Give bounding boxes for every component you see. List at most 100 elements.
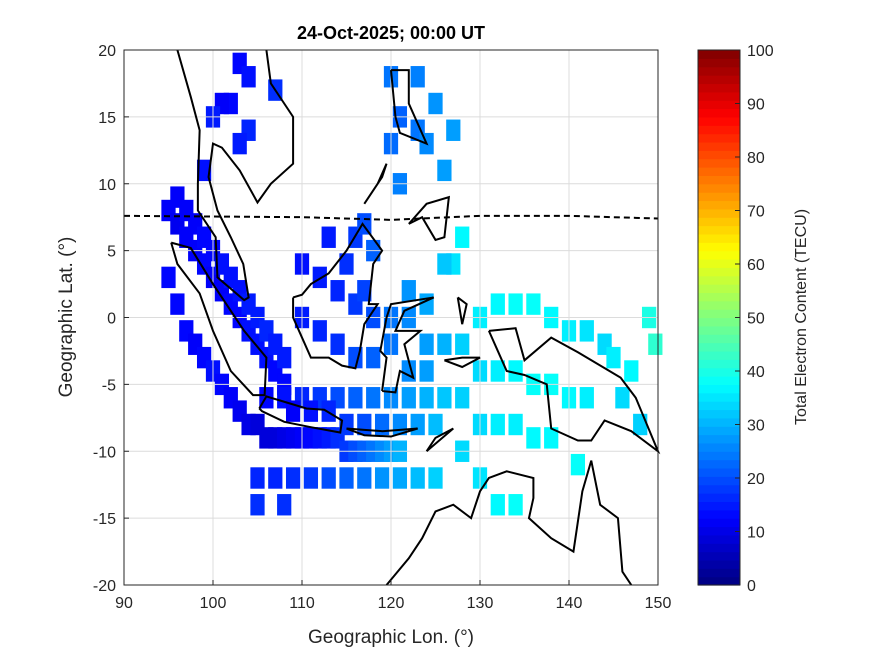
colorbar-segment [698, 225, 740, 235]
tec-patch [615, 387, 630, 409]
tec-patch [357, 467, 372, 489]
coastlines [170, 49, 661, 586]
tec-patch [419, 333, 434, 355]
x-tick-label: 110 [289, 595, 315, 612]
colorbar-segment [698, 158, 740, 168]
tec-patch [285, 467, 301, 489]
tec-patch [446, 119, 461, 141]
tec-patch [579, 387, 594, 409]
coastline [408, 195, 451, 242]
y-tick-label: -20 [93, 578, 116, 595]
tec-patch [401, 387, 416, 409]
colorbar-segment [698, 75, 740, 85]
colorbar-segment [698, 325, 740, 335]
colorbar-segment [698, 526, 740, 536]
coastline [385, 460, 633, 586]
y-ticks: 20 15 10 5 0 -5 -10 -15 -20 [93, 43, 129, 595]
colorbar-segment [698, 208, 740, 218]
colorbar-segment [698, 334, 740, 344]
colorbar-segment [698, 568, 740, 578]
tec-patch [526, 427, 541, 449]
colorbar-segment [698, 83, 740, 93]
colorbar-segment [698, 434, 740, 444]
coastline [444, 356, 481, 369]
colorbar-segment [698, 401, 740, 411]
tec-patch [241, 66, 256, 88]
colorbar-segment [698, 484, 740, 494]
tec-patch [437, 387, 452, 409]
colorbar-segment [698, 108, 740, 118]
colorbar-segment [698, 551, 740, 561]
colorbar-segment [698, 258, 740, 268]
colorbar-segment [698, 200, 740, 210]
colorbar-segment [698, 183, 740, 193]
tec-patch [330, 280, 345, 302]
tec-patch [490, 413, 505, 436]
tec-patch [490, 360, 505, 382]
tec-patch [490, 293, 505, 315]
tec-patch [419, 293, 434, 315]
tec-patch [303, 400, 319, 422]
tec-patch [410, 66, 425, 88]
tec-patch [277, 346, 292, 369]
tec-patch [366, 387, 381, 409]
colorbar-segment [698, 451, 740, 461]
colorbar-segment [698, 133, 740, 143]
colorbar-tick-label: 70 [747, 204, 765, 221]
coastline [292, 222, 384, 370]
colorbar [697, 49, 741, 586]
tec-patch [508, 494, 523, 516]
colorbar-tick-label: 0 [747, 578, 756, 595]
tec-patch [232, 132, 247, 155]
colorbar-segment [698, 476, 740, 486]
colorbar-segment [698, 233, 740, 243]
tec-patch [170, 293, 185, 315]
x-ticks: 90 100 110 120 130 140 150 [115, 580, 671, 612]
colorbar-label: Total Electron Content (TECU) [793, 209, 810, 425]
colorbar-segment [698, 275, 740, 285]
colorbar-segment [698, 309, 740, 319]
colorbar-segment [698, 493, 740, 503]
colorbar-segment [698, 125, 740, 135]
tec-patch [357, 413, 372, 436]
coastline [346, 427, 418, 438]
tec-patch [401, 280, 416, 302]
colorbar-segment [698, 342, 740, 352]
colorbar-segment [698, 459, 740, 469]
x-tick-label: 130 [467, 595, 494, 612]
coastline [170, 241, 268, 397]
colorbar-segment [698, 509, 740, 519]
colorbar-segment [698, 292, 740, 302]
tec-patch [490, 494, 505, 516]
tec-patch [606, 346, 621, 369]
colorbar-segment [698, 175, 740, 185]
colorbar-segment [698, 576, 740, 586]
colorbar-segment [698, 350, 740, 360]
y-tick-label: -10 [93, 444, 116, 461]
tec-patch [321, 400, 336, 422]
magnetic-equator-line [123, 214, 659, 221]
colorbar-segment [698, 267, 740, 277]
colorbar-segment [698, 417, 740, 427]
tec-patch [277, 494, 292, 516]
tec-patch [508, 293, 523, 315]
tec-patch [268, 467, 283, 489]
y-tick-label: 10 [98, 177, 116, 194]
colorbar-segment [698, 217, 740, 227]
tec-patch [648, 333, 663, 355]
tec-patch [196, 159, 212, 182]
y-tick-label: 5 [107, 244, 116, 261]
colorbar-segment [698, 167, 740, 176]
tec-patch [419, 387, 434, 409]
tec-patch [410, 413, 425, 436]
coastline [390, 69, 429, 146]
x-tick-label: 140 [556, 595, 583, 612]
tec-patch [374, 467, 390, 489]
coastline [456, 296, 468, 325]
colorbar-segment [698, 367, 740, 377]
colorbar-segment [698, 534, 740, 544]
colorbar-segment [698, 543, 740, 553]
colorbar-tick-label: 100 [747, 43, 774, 60]
y-tick-label: -15 [93, 511, 116, 528]
